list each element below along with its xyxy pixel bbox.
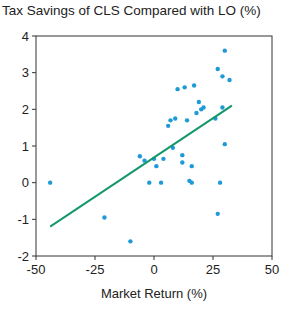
point [197,100,201,104]
point [166,124,170,128]
point [175,87,179,91]
point [161,157,165,161]
point [201,105,205,109]
point [182,85,186,89]
y-tick-label: 3 [22,65,29,80]
y-tick [32,219,36,220]
y-tick [32,109,36,110]
point [102,215,106,219]
point [216,212,220,216]
point [218,180,222,184]
x-tick-label: -25 [86,262,105,277]
x-tick [154,256,155,260]
y-tick [32,36,36,37]
y-tick-label: 0 [22,175,29,190]
point [227,78,231,82]
point [223,142,227,146]
x-tick-label: 25 [206,262,220,277]
plot-area [48,48,232,243]
x-tick [272,256,273,260]
y-tick-label: 2 [22,102,29,117]
plot-frame [36,36,272,256]
y-tick [32,256,36,257]
point [173,116,177,120]
point [190,180,194,184]
x-axis-label: Market Return (%) [101,286,207,301]
title: Tax Savings of CLS Compared with LO (%) [2,3,261,18]
point [147,180,151,184]
y-tick-label: -1 [17,212,29,227]
point [159,180,163,184]
point [194,111,198,115]
point [180,160,184,164]
point [168,118,172,122]
point [192,83,196,87]
point [223,48,227,52]
point [220,105,224,109]
x-tick [95,256,96,260]
y-tick [32,146,36,147]
point [220,74,224,78]
point [138,154,142,158]
point [190,164,194,168]
trend-line [50,106,232,227]
y-tick-label: 4 [22,29,29,44]
x-tick [36,256,37,260]
x-tick [213,256,214,260]
point [185,118,189,122]
point [216,67,220,71]
point [154,164,158,168]
x-tick-label: -50 [27,262,46,277]
point [48,180,52,184]
chart: Tax Savings of CLS Compared with LO (%) -… [0,0,294,310]
y-tick-label: 1 [22,139,29,154]
y-tick [32,182,36,183]
point [180,153,184,157]
y-tick [32,72,36,73]
point [128,239,132,243]
x-tick-label: 0 [150,262,157,277]
x-tick-label: 50 [265,262,279,277]
